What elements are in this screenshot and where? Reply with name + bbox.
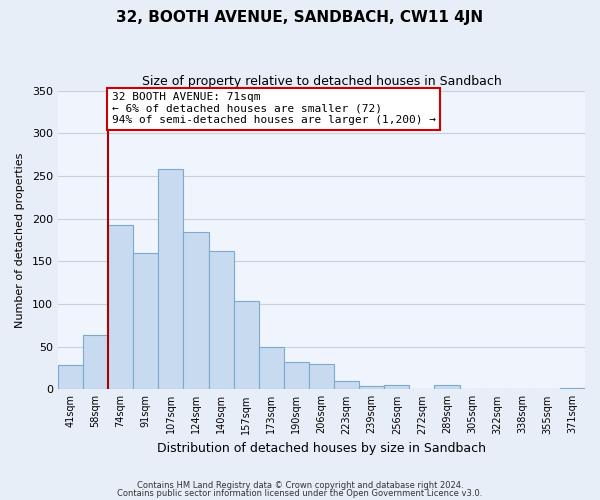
Bar [133, 252, 158, 390]
Text: Contains HM Land Registry data © Crown copyright and database right 2024.: Contains HM Land Registry data © Crown c… [137, 481, 463, 490]
Bar [158, 169, 184, 390]
Bar [309, 364, 334, 390]
Bar [209, 251, 233, 390]
Text: Contains public sector information licensed under the Open Government Licence v3: Contains public sector information licen… [118, 488, 482, 498]
Bar [83, 334, 108, 390]
Text: 32, BOOTH AVENUE, SANDBACH, CW11 4JN: 32, BOOTH AVENUE, SANDBACH, CW11 4JN [116, 10, 484, 25]
Bar [434, 385, 460, 390]
Text: 32 BOOTH AVENUE: 71sqm
← 6% of detached houses are smaller (72)
94% of semi-deta: 32 BOOTH AVENUE: 71sqm ← 6% of detached … [112, 92, 436, 126]
Bar [108, 226, 133, 390]
Bar [233, 300, 259, 390]
Bar [334, 381, 359, 390]
X-axis label: Distribution of detached houses by size in Sandbach: Distribution of detached houses by size … [157, 442, 486, 455]
Bar [58, 364, 83, 390]
Bar [184, 232, 209, 390]
Bar [259, 346, 284, 390]
Bar [359, 386, 384, 390]
Y-axis label: Number of detached properties: Number of detached properties [15, 152, 25, 328]
Bar [284, 362, 309, 390]
Title: Size of property relative to detached houses in Sandbach: Size of property relative to detached ho… [142, 75, 502, 88]
Bar [560, 388, 585, 390]
Bar [384, 385, 409, 390]
